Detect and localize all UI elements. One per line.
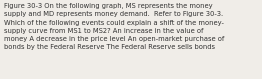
Text: Figure 30-3 On the following graph, MS represents the money
supply and MD repres: Figure 30-3 On the following graph, MS r… — [4, 3, 224, 50]
